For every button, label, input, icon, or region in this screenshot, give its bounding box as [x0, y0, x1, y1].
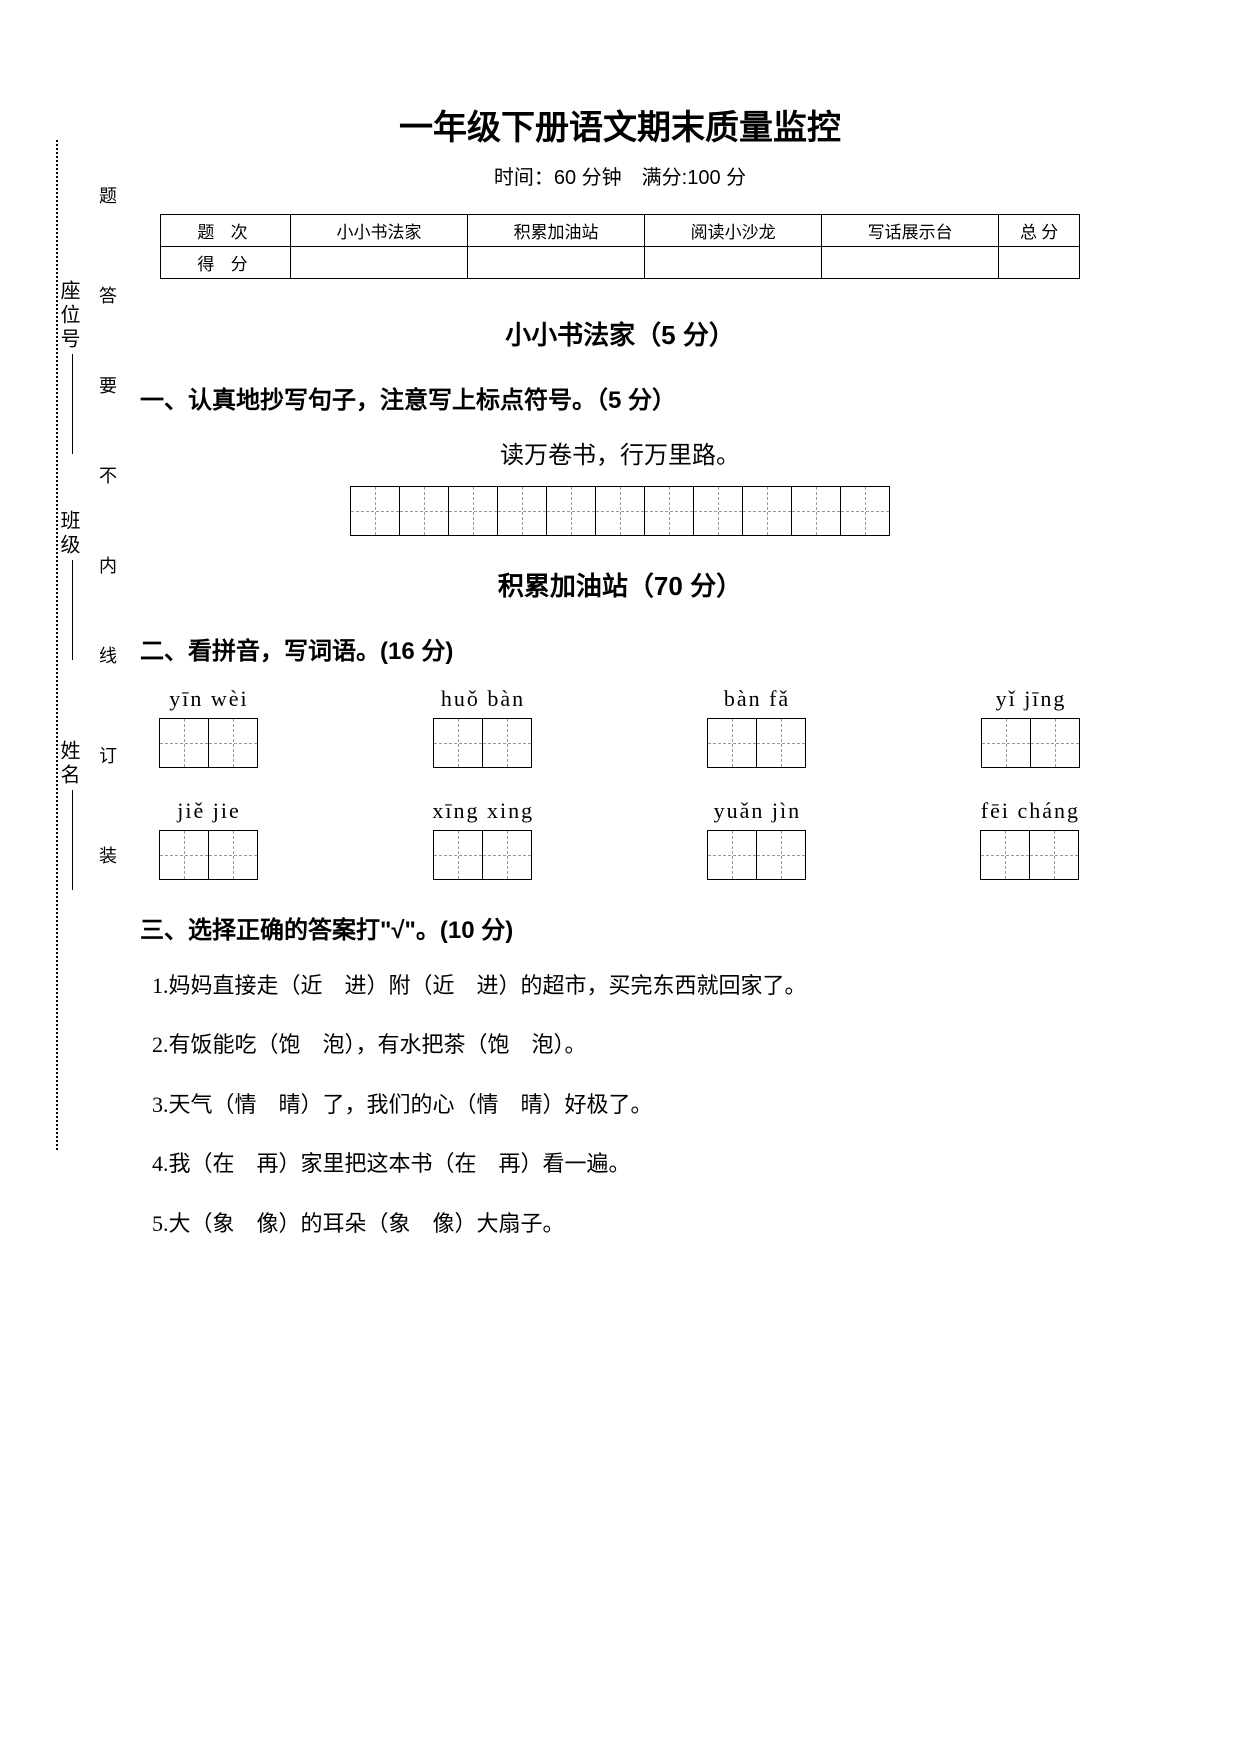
pinyin-label: yuǎn jìn [708, 798, 806, 824]
writing-cell[interactable] [707, 718, 757, 768]
q3-title: 三、选择正确的答案打"√"。(10 分) [140, 910, 1100, 945]
q3-item: 1.妈妈直接走（近 进）附（近 进）的超市，买完东西就回家了。 [152, 967, 1100, 1004]
q2-title: 二、看拼音，写词语。(16 分) [140, 631, 1100, 666]
th-1: 小小书法家 [291, 215, 468, 247]
two-cell-grid [160, 718, 258, 768]
writing-cell[interactable] [791, 486, 841, 536]
writing-cell[interactable] [399, 486, 449, 536]
binding-margin: 题 答 要 不 内 线 订 装 座位号 班级 姓名 [56, 140, 128, 1340]
writing-cell[interactable] [1029, 830, 1079, 880]
page-content: 一年级下册语文期末质量监控 时间：60 分钟 满分:100 分 题 次 小小书法… [140, 100, 1100, 1264]
page-title: 一年级下册语文期末质量监控 [140, 100, 1100, 149]
q1-text: 读万卷书，行万里路。 [140, 435, 1100, 470]
pinyin-block: yǐ jīng [982, 686, 1080, 768]
page-subtitle: 时间：60 分钟 满分:100 分 [140, 161, 1100, 190]
writing-cell[interactable] [208, 718, 258, 768]
writing-cell[interactable] [448, 486, 498, 536]
binding-char-3: 不 [94, 462, 120, 488]
writing-cell[interactable] [707, 830, 757, 880]
two-cell-grid [434, 718, 532, 768]
binding-char-7: 装 [94, 842, 120, 868]
pinyin-label: xīng xing [432, 798, 534, 824]
binding-char-2: 要 [94, 372, 120, 398]
th-3: 阅读小沙龙 [645, 215, 822, 247]
q1-writing-grid [140, 486, 1100, 536]
binding-char-1: 答 [94, 282, 120, 308]
th-0: 题 次 [161, 215, 291, 247]
two-cell-grid [160, 830, 258, 880]
pinyin-block: jiě jie [160, 798, 258, 880]
q3-item: 4.我（在 再）家里把这本书（在 再）看一遍。 [152, 1145, 1100, 1182]
writing-cell[interactable] [159, 830, 209, 880]
pinyin-row-2: jiě jie xīng xing yuǎn jìn fēi cháng [160, 798, 1080, 880]
binding-char-5: 线 [94, 642, 120, 668]
pinyin-label: fēi cháng [981, 798, 1080, 824]
pinyin-label: huǒ bàn [434, 686, 532, 712]
q3-list: 1.妈妈直接走（近 进）附（近 进）的超市，买完东西就回家了。 2.有饭能吃（饱 … [140, 967, 1100, 1242]
writing-cell[interactable] [350, 486, 400, 536]
pinyin-block: fēi cháng [981, 798, 1080, 880]
two-cell-grid [708, 830, 806, 880]
pinyin-label: yǐ jīng [982, 686, 1080, 712]
binding-char-6: 订 [94, 742, 120, 768]
writing-cell[interactable] [981, 718, 1031, 768]
row2-label: 得 分 [161, 247, 291, 279]
pinyin-block: xīng xing [432, 798, 534, 880]
table-row: 题 次 小小书法家 积累加油站 阅读小沙龙 写话展示台 总 分 [161, 215, 1080, 247]
binding-char-4: 内 [94, 552, 120, 578]
pinyin-label: yīn wèi [160, 686, 258, 712]
field-class: 班级 [54, 510, 83, 662]
writing-cell[interactable] [840, 486, 890, 536]
score-table: 题 次 小小书法家 积累加油站 阅读小沙龙 写话展示台 总 分 得 分 [160, 214, 1080, 279]
pinyin-block: yīn wèi [160, 686, 258, 768]
q3-item: 3.天气（情 晴）了，我们的心（情 晴）好极了。 [152, 1086, 1100, 1123]
writing-cell[interactable] [497, 486, 547, 536]
writing-cell[interactable] [693, 486, 743, 536]
th-4: 写话展示台 [822, 215, 999, 247]
q1-title: 一、认真地抄写句子，注意写上标点符号。（5 分） [140, 380, 1100, 415]
pinyin-block: huǒ bàn [434, 686, 532, 768]
writing-cell[interactable] [482, 830, 532, 880]
binding-char-0: 题 [94, 182, 120, 208]
pinyin-label: bàn fǎ [708, 686, 806, 712]
pinyin-block: bàn fǎ [708, 686, 806, 768]
two-cell-grid [432, 830, 534, 880]
th-5: 总 分 [999, 215, 1080, 247]
writing-cell[interactable] [644, 486, 694, 536]
writing-cell[interactable] [159, 718, 209, 768]
q3-item: 2.有饭能吃（饱 泡），有水把茶（饱 泡）。 [152, 1026, 1100, 1063]
score-cell[interactable] [468, 247, 645, 279]
writing-cell[interactable] [980, 830, 1030, 880]
two-cell-grid [708, 718, 806, 768]
field-seat: 座位号 [54, 280, 83, 456]
pinyin-block: yuǎn jìn [708, 798, 806, 880]
table-row: 得 分 [161, 247, 1080, 279]
pinyin-label: jiě jie [160, 798, 258, 824]
writing-cell[interactable] [595, 486, 645, 536]
writing-cell[interactable] [756, 718, 806, 768]
th-2: 积累加油站 [468, 215, 645, 247]
pinyin-row-1: yīn wèi huǒ bàn bàn fǎ yǐ jīng [160, 686, 1080, 768]
writing-cell[interactable] [433, 718, 483, 768]
score-cell[interactable] [291, 247, 468, 279]
writing-cell[interactable] [482, 718, 532, 768]
score-cell[interactable] [999, 247, 1080, 279]
section2-header: 积累加油站（70 分） [140, 566, 1100, 603]
writing-cell[interactable] [1030, 718, 1080, 768]
writing-cell[interactable] [756, 830, 806, 880]
field-name: 姓名 [54, 740, 83, 892]
section1-header: 小小书法家（5 分） [140, 315, 1100, 352]
writing-cell[interactable] [546, 486, 596, 536]
score-cell[interactable] [822, 247, 999, 279]
score-cell[interactable] [645, 247, 822, 279]
writing-cell[interactable] [433, 830, 483, 880]
writing-cell[interactable] [208, 830, 258, 880]
writing-cell[interactable] [742, 486, 792, 536]
two-cell-grid [981, 830, 1080, 880]
q3-item: 5.大（象 像）的耳朵（象 像）大扇子。 [152, 1205, 1100, 1242]
two-cell-grid [982, 718, 1080, 768]
